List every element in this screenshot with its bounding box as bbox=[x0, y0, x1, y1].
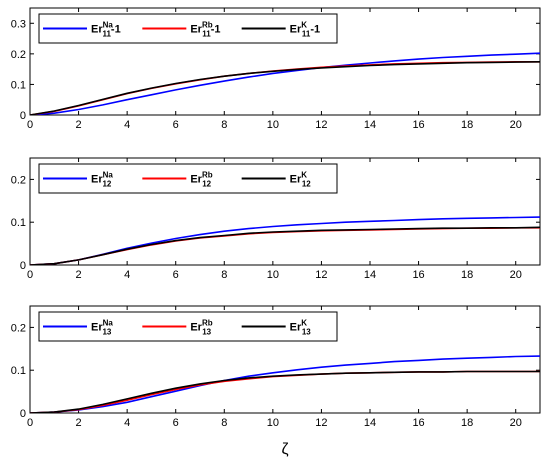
x-tick-label: 10 bbox=[267, 417, 279, 429]
legend: ErNa 13 ErRb 13 ErK 13 bbox=[38, 311, 338, 342]
x-tick-label: 14 bbox=[364, 417, 376, 429]
y-tick-label: 0 bbox=[20, 110, 26, 122]
x-tick-label: 0 bbox=[27, 417, 33, 429]
y-tick-label: 0.2 bbox=[11, 49, 26, 61]
x-tick-label: 12 bbox=[315, 119, 327, 131]
x-tick-label: 18 bbox=[461, 269, 473, 281]
y-tick-label: 0 bbox=[20, 408, 26, 420]
series-line-Er13Na bbox=[30, 355, 540, 413]
y-tick-label: 0.2 bbox=[11, 174, 26, 186]
legend-label: ErRb 11-1 bbox=[190, 21, 220, 39]
x-tick-label: 4 bbox=[124, 417, 130, 429]
x-tick-label: 0 bbox=[27, 269, 33, 281]
legend-label: ErNa 13 bbox=[91, 319, 113, 337]
x-tick-label: 2 bbox=[76, 119, 82, 131]
legend-label: ErK 13 bbox=[290, 319, 312, 337]
panel-2: 0 2 4 6 8 10 12 14 16 18 20 0 0.1 0.2 ErNa 12 ErRb 12 ErK 1… bbox=[11, 157, 541, 281]
x-tick-label: 4 bbox=[124, 119, 130, 131]
x-tick-label: 20 bbox=[510, 119, 522, 131]
series-line-Er12K bbox=[30, 226, 540, 265]
x-tick-label: 14 bbox=[364, 269, 376, 281]
x-tick-label: 2 bbox=[76, 417, 82, 429]
x-tick-label: 18 bbox=[461, 119, 473, 131]
x-tick-label: 2 bbox=[76, 269, 82, 281]
x-tick-label: 20 bbox=[510, 269, 522, 281]
x-tick-label: 8 bbox=[221, 119, 227, 131]
x-tick-label: 12 bbox=[315, 269, 327, 281]
x-tick-label: 6 bbox=[173, 417, 179, 429]
legend-label: ErK 12 bbox=[290, 171, 312, 189]
legend-label: ErRb 12 bbox=[190, 171, 212, 189]
y-tick-label: 0.1 bbox=[11, 79, 26, 91]
series-line-Er11Na-1 bbox=[30, 52, 540, 115]
x-tick-label: 16 bbox=[412, 417, 424, 429]
legend-label: ErK 11-1 bbox=[290, 21, 320, 39]
x-tick-label: 0 bbox=[27, 119, 33, 131]
y-tick-label: 0.1 bbox=[11, 217, 26, 229]
x-tick-label: 10 bbox=[267, 119, 279, 131]
x-tick-label: 12 bbox=[315, 417, 327, 429]
x-tick-label: 14 bbox=[364, 119, 376, 131]
x-tick-label: 10 bbox=[267, 269, 279, 281]
panel-1: 0 2 4 6 8 10 12 14 16 18 20 0 0.1 0.2 0.3 ErNa 11-1 ErRb 1… bbox=[11, 7, 541, 131]
legend: ErNa 11-1 ErRb 11-1 ErK 11-1 bbox=[38, 13, 338, 44]
legend-box bbox=[38, 163, 338, 194]
y-tick-label: 0.3 bbox=[11, 18, 26, 30]
legend-box bbox=[38, 311, 338, 342]
legend-label: ErRb 13 bbox=[190, 319, 212, 337]
x-tick-label: 8 bbox=[221, 417, 227, 429]
series-line-Er13K bbox=[30, 370, 540, 413]
x-tick-label: 6 bbox=[173, 269, 179, 281]
legend: ErNa 12 ErRb 12 ErK 12 bbox=[38, 163, 338, 194]
y-tick-label: 0.2 bbox=[11, 322, 26, 334]
x-axis-label: ζ bbox=[281, 441, 288, 458]
x-tick-label: 8 bbox=[221, 269, 227, 281]
legend-label: ErNa 12 bbox=[91, 171, 113, 189]
x-tick-label: 16 bbox=[412, 269, 424, 281]
panel-3: 0 2 4 6 8 10 12 14 16 18 20 0 0.1 0.2 ErNa 13 ErRb 13 ErK 1… bbox=[11, 305, 541, 429]
y-tick-label: 0 bbox=[20, 260, 26, 272]
legend-box bbox=[38, 13, 338, 44]
legend-label: ErNa 11-1 bbox=[91, 21, 121, 39]
x-tick-label: 4 bbox=[124, 269, 130, 281]
x-tick-label: 18 bbox=[461, 417, 473, 429]
series-line-Er11K-1 bbox=[30, 61, 540, 115]
x-tick-label: 20 bbox=[510, 417, 522, 429]
x-tick-label: 6 bbox=[173, 119, 179, 131]
x-tick-label: 16 bbox=[412, 119, 424, 131]
y-tick-label: 0.1 bbox=[11, 365, 26, 377]
